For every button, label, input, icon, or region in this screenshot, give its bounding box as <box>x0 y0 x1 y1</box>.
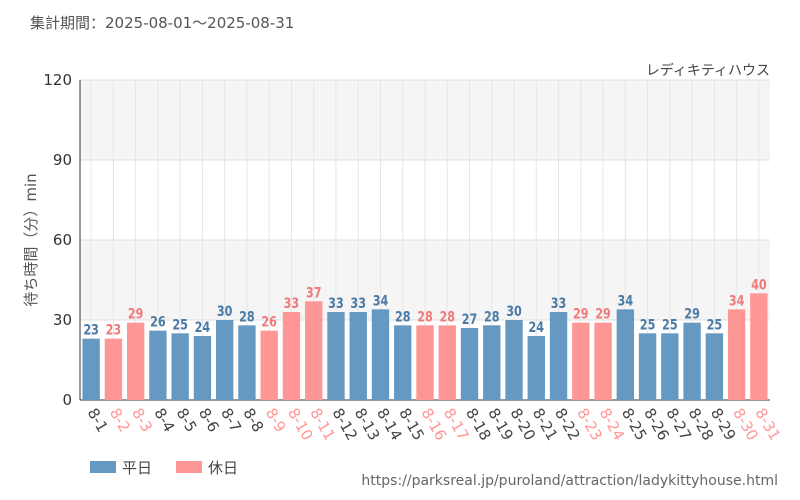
bar <box>349 312 367 400</box>
bar-value-label: 25 <box>707 316 723 333</box>
bar <box>683 322 701 400</box>
y-axis-label: 待ち時間（分）min <box>22 173 40 306</box>
bar-value-label: 34 <box>373 292 389 309</box>
bar-value-label: 25 <box>662 316 678 333</box>
bar <box>727 309 746 400</box>
source-url: https://parksreal.jp/puroland/attraction… <box>361 473 778 489</box>
bar-value-label: 25 <box>172 316 188 333</box>
bar <box>572 322 590 400</box>
legend-holiday-swatch <box>176 461 202 473</box>
bar-value-label: 28 <box>239 308 255 325</box>
bar-value-label: 37 <box>306 284 322 301</box>
y-tick-label: 30 <box>53 311 72 329</box>
legend-holiday-label: 休日 <box>208 458 239 477</box>
bar-value-label: 28 <box>439 308 455 325</box>
bar-value-label: 28 <box>395 308 411 325</box>
bar <box>305 301 323 400</box>
bar-value-label: 23 <box>83 321 99 338</box>
bar <box>171 333 189 400</box>
bar <box>126 322 145 400</box>
bar-value-label: 26 <box>150 313 166 330</box>
bar-value-label: 30 <box>506 303 522 320</box>
bar-value-label: 25 <box>640 316 656 333</box>
bar <box>483 325 501 400</box>
bar <box>549 312 568 400</box>
bar <box>527 336 545 400</box>
y-tick-label: 0 <box>62 391 72 409</box>
bar <box>193 336 212 400</box>
y-tick-label: 90 <box>53 151 72 169</box>
bar <box>238 325 256 400</box>
bar <box>616 309 635 400</box>
x-tick-label: 8-5 <box>173 405 201 435</box>
bar-value-label: 24 <box>195 319 211 336</box>
bar-value-label: 29 <box>684 305 700 322</box>
bar <box>149 330 167 400</box>
bar-value-label: 29 <box>595 305 611 322</box>
bar <box>104 338 123 400</box>
x-tick-label: 8-1 <box>84 405 112 435</box>
bar <box>460 328 479 400</box>
y-tick-label: 120 <box>43 71 72 89</box>
bar <box>282 312 301 400</box>
legend-holiday: 休日 <box>176 457 238 477</box>
bar-value-label: 27 <box>462 311 478 328</box>
bar-value-label: 28 <box>484 308 500 325</box>
bar-value-label: 28 <box>417 308 433 325</box>
bar <box>371 309 390 400</box>
legend-weekday-swatch <box>90 461 116 473</box>
bar-value-label: 24 <box>529 319 545 336</box>
bar-value-label: 26 <box>261 313 277 330</box>
bar-value-label: 33 <box>551 295 567 312</box>
bar-value-label: 34 <box>618 292 634 309</box>
period-text: 集計期間：2025-08-01～2025-08-31 <box>30 14 295 32</box>
legend-weekday: 平日 <box>90 457 152 477</box>
bar <box>327 312 345 400</box>
bar-value-label: 29 <box>573 305 589 322</box>
bar <box>750 293 768 400</box>
x-tick-label: 8-4 <box>150 405 178 435</box>
x-tick-label: 8-8 <box>239 405 267 435</box>
bar-value-label: 33 <box>284 295 300 312</box>
bar-value-label: 33 <box>350 295 366 312</box>
bar <box>215 320 234 400</box>
attraction-name: レディキティハウス <box>646 62 770 79</box>
bar <box>416 325 434 400</box>
bar <box>594 322 612 400</box>
bar <box>505 320 523 400</box>
x-tick-label: 8-6 <box>195 405 223 435</box>
bar-value-label: 33 <box>328 295 344 312</box>
x-tick-label: 8-2 <box>106 405 134 435</box>
bar-value-label: 30 <box>217 303 233 320</box>
x-tick-label: 8-7 <box>217 405 245 435</box>
bar-value-label: 34 <box>729 292 745 309</box>
bar <box>82 338 100 400</box>
y-tick-label: 60 <box>53 231 72 249</box>
bar <box>705 333 724 400</box>
bar <box>638 333 657 400</box>
bar <box>260 330 278 400</box>
bar-value-label: 40 <box>751 276 767 293</box>
bar-value-label: 23 <box>106 321 122 338</box>
x-tick-label: 8-3 <box>128 405 156 435</box>
bar <box>394 325 412 400</box>
bar-value-label: 29 <box>128 305 144 322</box>
x-tick-label: 8-9 <box>262 405 290 435</box>
bar <box>438 325 456 400</box>
legend-weekday-label: 平日 <box>122 458 153 477</box>
bar <box>661 333 679 400</box>
